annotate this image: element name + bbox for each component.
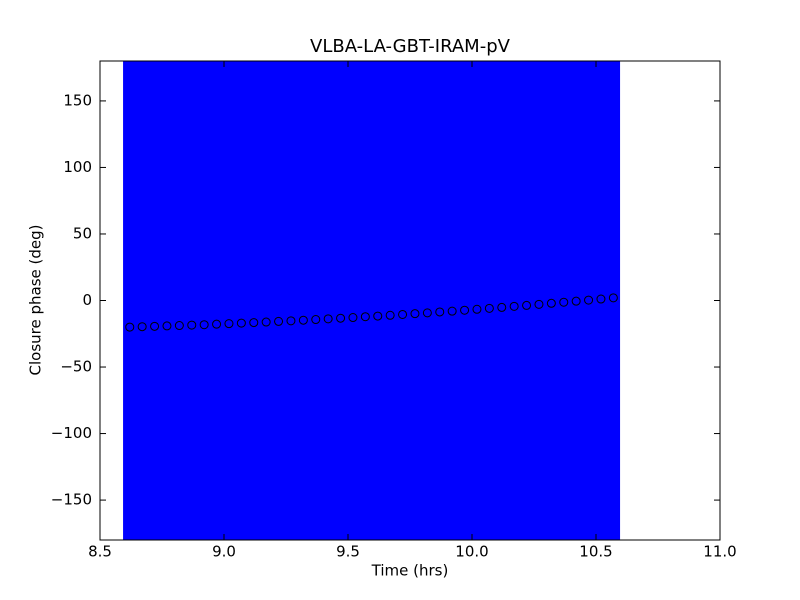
y-tick-label: 150	[63, 91, 92, 109]
data-point	[125, 322, 135, 332]
data-point	[137, 322, 147, 332]
plot-area	[123, 61, 621, 540]
data-point	[199, 320, 209, 330]
data-point	[596, 294, 606, 304]
data-point	[286, 316, 296, 326]
data-point	[236, 318, 246, 328]
x-tick-label: 9.0	[212, 543, 236, 561]
data-point	[385, 310, 395, 320]
data-point	[509, 301, 519, 311]
data-point	[534, 299, 544, 309]
data-point	[484, 303, 494, 313]
data-point	[447, 306, 457, 316]
y-axis-label: Closure phase (deg)	[27, 225, 45, 376]
data-point	[274, 316, 284, 326]
data-point	[373, 311, 383, 321]
data-point	[435, 307, 445, 317]
data-point	[323, 314, 333, 324]
y-tick-label: 100	[63, 158, 92, 176]
data-point	[472, 304, 482, 314]
y-tick-label: −50	[60, 358, 92, 376]
data-point	[298, 315, 308, 325]
data-point	[212, 319, 222, 329]
data-point	[546, 298, 556, 308]
data-point	[559, 297, 569, 307]
x-tick-label: 9.5	[336, 543, 360, 561]
data-point	[410, 309, 420, 319]
data-point	[261, 317, 271, 327]
data-point	[584, 295, 594, 305]
data-point	[422, 308, 432, 318]
y-tick-label: −150	[51, 491, 92, 509]
data-point	[348, 313, 358, 323]
x-tick-label: 10.0	[455, 543, 488, 561]
x-axis-label: Time (hrs)	[371, 562, 449, 580]
data-point	[360, 312, 370, 322]
data-point	[336, 313, 346, 323]
y-tick-label: 0	[82, 291, 92, 309]
x-tick-label: 11.0	[703, 543, 736, 561]
data-point	[497, 302, 507, 312]
data-point	[174, 321, 184, 331]
data-point	[398, 309, 408, 319]
data-point	[522, 300, 532, 310]
data-point	[224, 319, 234, 329]
y-tick-label: −100	[51, 424, 92, 442]
data-point	[311, 315, 321, 325]
data-point	[249, 318, 259, 328]
x-tick-label: 8.5	[88, 543, 112, 561]
data-point	[150, 321, 160, 331]
data-point	[187, 320, 197, 330]
data-point	[571, 296, 581, 306]
x-tick-label: 10.5	[579, 543, 612, 561]
data-point	[162, 321, 172, 331]
data-point	[608, 293, 618, 303]
data-point	[460, 305, 470, 315]
chart-title: VLBA-LA-GBT-IRAM-pV	[310, 36, 511, 57]
y-tick-label: 50	[73, 224, 92, 242]
